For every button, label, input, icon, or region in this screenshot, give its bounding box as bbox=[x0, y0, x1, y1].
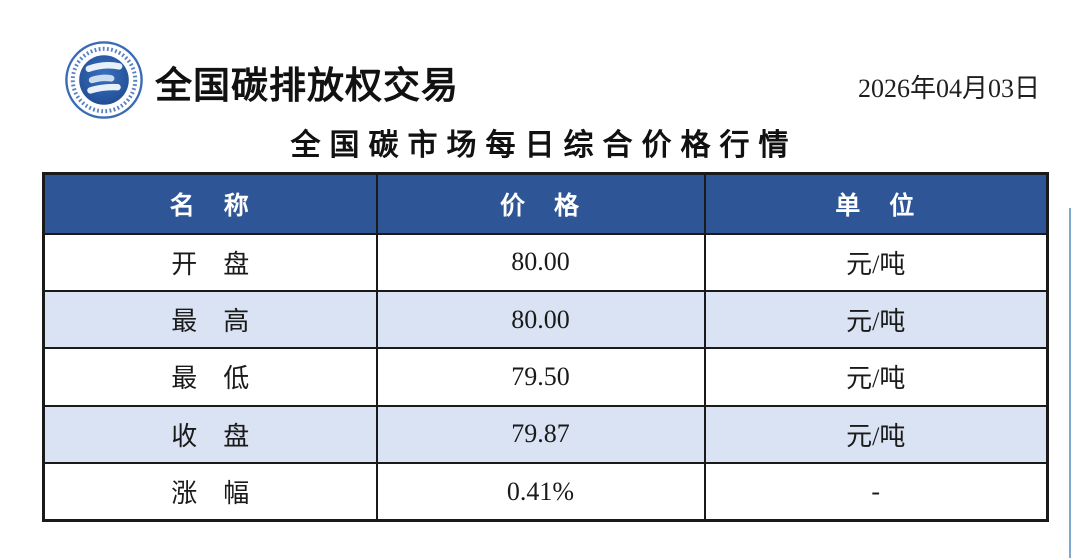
row-label: 最 高 bbox=[42, 289, 378, 350]
row-unit: 元/吨 bbox=[703, 232, 1049, 292]
table-row-high: 最 高 80.00 元/吨 bbox=[42, 289, 1049, 350]
row-unit: - bbox=[703, 462, 1049, 522]
row-unit: 元/吨 bbox=[703, 347, 1049, 407]
report-date: 2026年04月03日 bbox=[857, 74, 1040, 103]
table-row-close: 收 盘 79.87 元/吨 bbox=[42, 404, 1049, 465]
table-row-low: 最 低 79.50 元/吨 bbox=[42, 347, 1049, 407]
daily-price-table: 名 称 价 格 单 位 开 盘 80.00 元/吨 最 高 80.00 元/吨 … bbox=[42, 172, 1049, 522]
row-label: 开 盘 bbox=[42, 232, 378, 292]
page-title: 全国碳市场每日综合价格行情 bbox=[290, 129, 798, 162]
row-price: 80.00 bbox=[375, 289, 706, 350]
header: 全国碳排放权交易 2026年04月03日 bbox=[0, 0, 1080, 120]
row-price: 0.41% bbox=[375, 462, 706, 522]
row-unit: 元/吨 bbox=[703, 289, 1049, 350]
row-label: 收 盘 bbox=[42, 404, 378, 465]
brand-title: 全国碳排放权交易 bbox=[155, 66, 459, 107]
row-label: 最 低 bbox=[42, 347, 378, 407]
column-header-unit: 单 位 bbox=[703, 172, 1049, 235]
table-row-change: 涨 幅 0.41% - bbox=[42, 462, 1049, 522]
row-price: 80.00 bbox=[375, 232, 706, 292]
column-header-name: 名 称 bbox=[42, 172, 378, 235]
column-header-price: 价 格 bbox=[375, 172, 706, 235]
right-panel-edge-divider bbox=[1069, 208, 1071, 558]
row-label: 涨 幅 bbox=[42, 462, 378, 522]
table-header-row: 名 称 价 格 单 位 bbox=[42, 172, 1049, 235]
carbon-exchange-logo-icon bbox=[62, 40, 146, 120]
table-row-open: 开 盘 80.00 元/吨 bbox=[42, 232, 1049, 292]
row-price: 79.87 bbox=[375, 404, 706, 465]
row-price: 79.50 bbox=[375, 347, 706, 407]
row-unit: 元/吨 bbox=[703, 404, 1049, 465]
